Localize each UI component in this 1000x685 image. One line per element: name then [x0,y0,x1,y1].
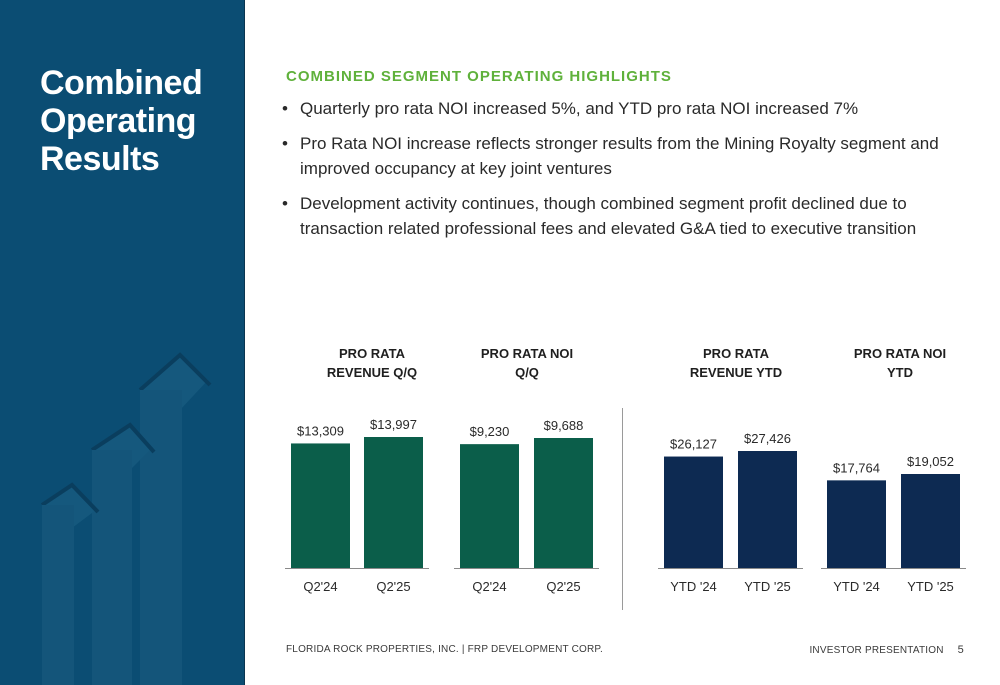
chart-title-revenue-qq-line-1: PRO RATA [339,346,405,361]
chart-title-noi-ytd-line-1: PRO RATA NOI [853,346,947,361]
chart-1-category-label-0: Q2'24 [472,579,506,594]
chart-title-revenue-ytd: PRO RATA REVENUE YTD [666,344,806,382]
chart-2-category-label-1: YTD '25 [744,579,791,594]
chart-3-category-label-0: YTD '24 [833,579,880,594]
footer-right: INVESTOR PRESENTATION 5 [809,644,964,656]
chart-3-value-label-0: $17,764 [833,460,880,475]
page-title-line-3: Results [40,140,160,178]
chart-1-value-label-0: $9,230 [470,424,510,439]
chart-2-category-label-0: YTD '24 [670,579,717,594]
chart-0-value-label-0: $13,309 [297,423,344,438]
chart-0-bar-0 [291,443,350,568]
highlights-heading: COMBINED SEGMENT OPERATING HIGHLIGHTS [286,68,672,85]
chart-title-noi-ytd: PRO RATA NOI YTD [830,344,970,382]
chart-divider [622,408,623,610]
page-title-line-2: Operating [40,102,197,140]
chart-title-revenue-qq-line-2: REVENUE Q/Q [326,365,418,380]
page-title-line-1: Combined [40,64,203,102]
page-title: Combined Operating Results [40,64,203,178]
chart-0-value-label-1: $13,997 [370,417,417,432]
chart-2-bar-1 [738,451,797,568]
chart-title-noi-ytd-line-2: YTD [887,365,913,380]
chart-3-category-label-1: YTD '25 [907,579,954,594]
building-illustration [40,352,212,685]
chart-3-value-label-1: $19,052 [907,454,954,469]
sidebar-panel: Combined Operating Results [0,0,245,685]
chart-0-category-label-0: Q2'24 [303,579,337,594]
chart-3-bar-0 [827,480,886,568]
chart-0-category-label-1: Q2'25 [376,579,410,594]
chart-1-value-label-1: $9,688 [544,418,584,433]
chart-title-revenue-qq: PRO RATA REVENUE Q/Q [302,344,442,382]
highlights-list: Quarterly pro rata NOI increased 5%, and… [282,96,962,251]
highlight-bullet-1: Quarterly pro rata NOI increased 5%, and… [282,96,962,121]
chart-3-bar-1 [901,474,960,568]
page-number: 5 [957,644,964,656]
chart-title-noi-qq-line-2: Q/Q [515,365,539,380]
chart-0-bar-1 [364,437,423,568]
chart-2-value-label-1: $27,426 [744,431,791,446]
highlight-bullet-3: Development activity continues, though c… [282,191,962,241]
chart-1-category-label-1: Q2'25 [546,579,580,594]
chart-title-noi-qq: PRO RATA NOI Q/Q [457,344,597,382]
chart-2-bar-0 [664,456,723,568]
footer-company: FLORIDA ROCK PROPERTIES, INC. | FRP DEVE… [286,644,603,655]
chart-1-bar-0 [460,444,519,568]
chart-1-bar-1 [534,438,593,568]
chart-title-revenue-ytd-line-1: PRO RATA [703,346,769,361]
chart-title-revenue-ytd-line-2: REVENUE YTD [689,365,783,380]
footer-section: INVESTOR PRESENTATION [809,645,944,656]
chart-title-noi-qq-line-1: PRO RATA NOI [480,346,574,361]
highlight-bullet-2: Pro Rata NOI increase reflects stronger … [282,131,962,181]
chart-2-value-label-0: $26,127 [670,437,717,452]
